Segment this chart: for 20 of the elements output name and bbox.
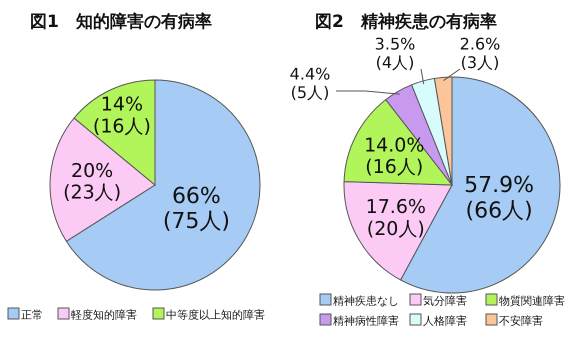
legend-label: 精神病性障害 [333, 314, 399, 328]
data-label: 57.9% (66人) [464, 172, 534, 224]
legend-label: 正常 [21, 308, 43, 322]
data-label: 14% (16人) [92, 93, 151, 138]
legend-label: 気分障害 [423, 294, 467, 308]
data-label: 3.5% (4人) [374, 34, 416, 72]
data-label: 17.6% (20人) [366, 196, 426, 240]
legend-label: 物質関連障害 [499, 294, 565, 308]
legend-label: 軽度知的障害 [71, 308, 137, 322]
data-label: 20% (23人) [63, 160, 122, 204]
chart-title: 図2 精神疾患の有病率 [315, 12, 497, 32]
data-label: 14.0% (16人) [364, 134, 424, 178]
data-label: 66% (75人) [162, 184, 230, 234]
legend-label: 中等度以上知的障害 [166, 308, 265, 322]
legend-label: 人格障害 [423, 314, 467, 328]
legend-label: 精神疾患なし [333, 294, 399, 308]
data-label: 4.4% (5人) [290, 64, 330, 102]
data-label: 2.6% (3人) [460, 34, 500, 72]
chart-title: 図1 知的障害の有病率 [30, 12, 212, 32]
legend-label: 不安障害 [499, 314, 543, 328]
